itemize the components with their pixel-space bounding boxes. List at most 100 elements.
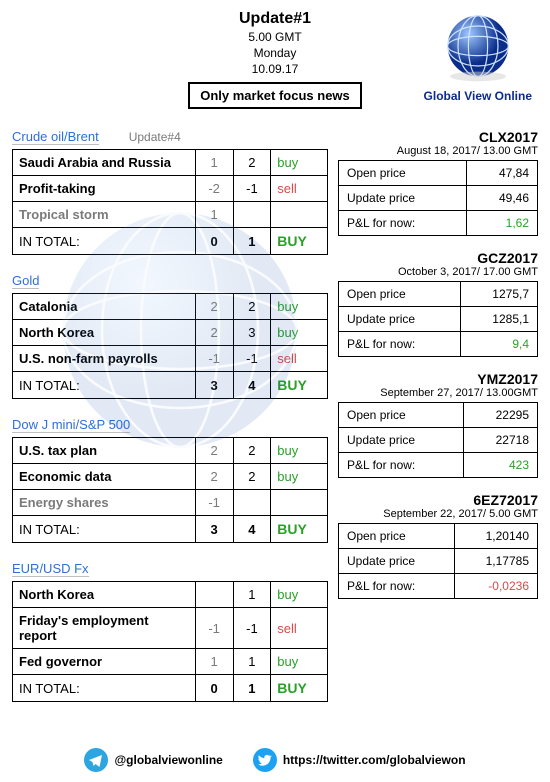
pnl-row: Open price1275,7 <box>339 282 538 307</box>
table-row: Economic data22buy <box>13 464 328 490</box>
table-total-row: IN TOTAL:34BUY <box>13 372 328 399</box>
pnl-value: 1285,1 <box>461 307 538 332</box>
pnl-value: -0,0236 <box>455 574 538 599</box>
row-val-a: 2 <box>195 294 233 320</box>
row-val-b: 2 <box>233 294 271 320</box>
row-name: North Korea <box>13 582 196 608</box>
pnl-header: 6EZ72017September 22, 2017/ 5.00 GMT <box>338 492 538 520</box>
pnl-header: CLX2017August 18, 2017/ 13.00 GMT <box>338 129 538 157</box>
table-row: Profit-taking-2-1sell <box>13 176 328 202</box>
total-signal: BUY <box>271 516 328 543</box>
pnl-row: Update price49,46 <box>339 186 538 211</box>
pnl-header: GCZ2017October 3, 2017/ 17.00 GMT <box>338 250 538 278</box>
table-total-row: IN TOTAL:34BUY <box>13 516 328 543</box>
brand-name: Global View Online <box>424 89 532 103</box>
total-val-b: 4 <box>233 372 271 399</box>
total-val-b: 4 <box>233 516 271 543</box>
total-val-a: 3 <box>195 516 233 543</box>
row-name: Energy shares <box>13 490 196 516</box>
twitter-link[interactable]: https://twitter.com/globalviewon <box>253 748 466 772</box>
pnl-label: P&L for now: <box>339 453 464 478</box>
row-val-b: 1 <box>233 582 271 608</box>
table-row: North Korea23buy <box>13 320 328 346</box>
brand-logo: Global View Online <box>424 10 532 103</box>
row-val-a: -2 <box>195 176 233 202</box>
pnl-label: Open price <box>339 524 455 549</box>
row-name: Tropical storm <box>13 202 196 228</box>
pnl-code: CLX2017 <box>338 129 538 145</box>
pnl-value: 1,20140 <box>455 524 538 549</box>
table-row: U.S. tax plan22buy <box>13 438 328 464</box>
pnl-row: Open price1,20140 <box>339 524 538 549</box>
row-val-b: 3 <box>233 320 271 346</box>
section-title: Dow J mini/S&P 500 <box>12 417 130 433</box>
pnl-row: P&L for now:-0,0236 <box>339 574 538 599</box>
pnl-label: Open price <box>339 282 461 307</box>
page-title: Update#1 <box>72 10 478 28</box>
row-signal: buy <box>271 464 328 490</box>
pnl-value: 22295 <box>464 403 538 428</box>
row-val-a: 1 <box>195 150 233 176</box>
pnl-value: 1,62 <box>467 211 538 236</box>
table-row: Energy shares-1 <box>13 490 328 516</box>
row-val-b: 1 <box>233 649 271 675</box>
pnl-table: Open price1,20140Update price1,17785P&L … <box>338 523 538 599</box>
row-signal <box>271 202 328 228</box>
total-label: IN TOTAL: <box>13 516 196 543</box>
pnl-code: YMZ2017 <box>338 371 538 387</box>
pnl-table: Open price22295Update price22718P&L for … <box>338 402 538 478</box>
table-row: Fed governor11buy <box>13 649 328 675</box>
row-signal: buy <box>271 150 328 176</box>
pnl-block: GCZ2017October 3, 2017/ 17.00 GMT Open pr… <box>338 250 538 357</box>
market-table: Catalonia22buyNorth Korea23buyU.S. non-f… <box>12 293 328 399</box>
total-signal: BUY <box>271 228 328 255</box>
row-val-b: 2 <box>233 150 271 176</box>
section-title: EUR/USD Fx <box>12 561 89 577</box>
pnl-row: Open price47,84 <box>339 161 538 186</box>
row-val-a: -1 <box>195 346 233 372</box>
row-name: North Korea <box>13 320 196 346</box>
total-val-a: 0 <box>195 228 233 255</box>
section-header: Crude oil/BrentUpdate#4 <box>12 129 328 145</box>
market-sections: Crude oil/BrentUpdate#4 Saudi Arabia and … <box>12 129 328 720</box>
row-val-a: 2 <box>195 320 233 346</box>
pnl-code: 6EZ72017 <box>338 492 538 508</box>
row-name: Fed governor <box>13 649 196 675</box>
telegram-icon <box>84 748 108 772</box>
pnl-row: P&L for now:423 <box>339 453 538 478</box>
header-time: 5.00 GMT <box>72 30 478 44</box>
footer: @globalviewonline https://twitter.com/gl… <box>0 748 550 772</box>
row-val-a <box>195 582 233 608</box>
total-val-b: 1 <box>233 228 271 255</box>
pnl-label: Open price <box>339 403 464 428</box>
pnl-date: September 22, 2017/ 5.00 GMT <box>338 508 538 520</box>
market-table: Saudi Arabia and Russia12buyProfit-takin… <box>12 149 328 255</box>
row-signal: buy <box>271 320 328 346</box>
row-name: U.S. tax plan <box>13 438 196 464</box>
table-row: U.S. non-farm payrolls-1-1sell <box>13 346 328 372</box>
row-val-b: -1 <box>233 176 271 202</box>
total-label: IN TOTAL: <box>13 372 196 399</box>
row-val-b: 2 <box>233 438 271 464</box>
row-signal: buy <box>271 294 328 320</box>
pnl-block: YMZ2017September 27, 2017/ 13.00GMTOpen … <box>338 371 538 478</box>
pnl-table: Open price47,84Update price49,46P&L for … <box>338 160 538 236</box>
pnl-label: P&L for now: <box>339 332 461 357</box>
total-val-b: 1 <box>233 675 271 702</box>
header-badge: Only market focus news <box>188 82 362 109</box>
pnl-block: 6EZ72017September 22, 2017/ 5.00 GMT Open… <box>338 492 538 599</box>
pnl-label: Update price <box>339 428 464 453</box>
market-table: U.S. tax plan22buyEconomic data22buyEner… <box>12 437 328 543</box>
table-row: North Korea1buy <box>13 582 328 608</box>
table-total-row: IN TOTAL:01BUY <box>13 675 328 702</box>
telegram-link[interactable]: @globalviewonline <box>84 748 222 772</box>
header-date: 10.09.17 <box>72 62 478 76</box>
pnl-table: Open price1275,7Update price1285,1P&L fo… <box>338 281 538 357</box>
section-note: Update#4 <box>129 130 181 144</box>
header-day: Monday <box>72 46 478 60</box>
total-val-a: 0 <box>195 675 233 702</box>
total-signal: BUY <box>271 372 328 399</box>
row-val-a: -1 <box>195 608 233 649</box>
pnl-label: P&L for now: <box>339 211 467 236</box>
row-signal: sell <box>271 608 328 649</box>
